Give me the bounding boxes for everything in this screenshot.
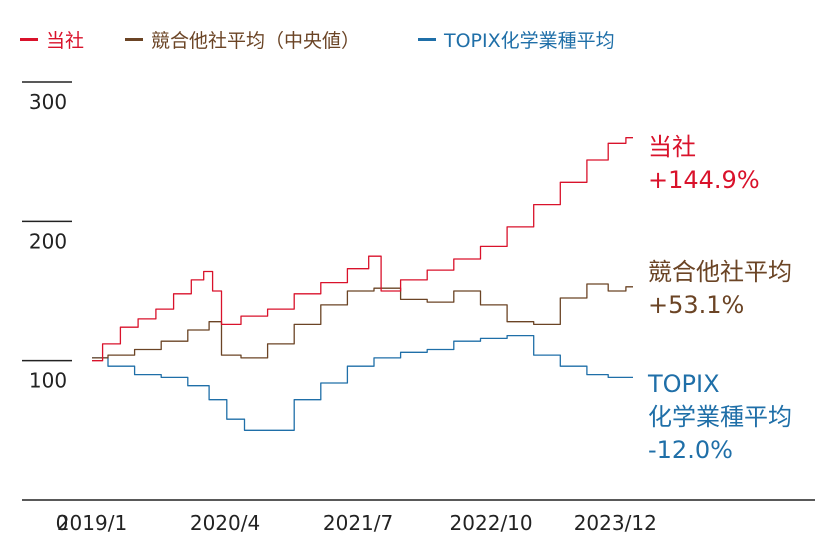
x-tick-label: 2021/7 — [323, 511, 393, 535]
series-line-1 — [92, 283, 633, 359]
series-end-label: TOPIX — [647, 370, 720, 398]
legend-label: 競合他社平均（中央値） — [151, 30, 360, 52]
legend-swatch — [125, 38, 143, 41]
series-lines — [92, 137, 633, 431]
y-tick-label: 300 — [29, 90, 67, 114]
x-tick-label: 2023/12 — [574, 511, 657, 535]
series-end-labels: 当社 +144.9% 競合他社平均 +53.1% TOPIX 化学業種平均 -12.0% — [647, 133, 792, 464]
series-end-label: 競合他社平均 — [648, 258, 792, 286]
legend-item: 競合他社平均（中央値） — [125, 30, 360, 52]
series-line-2 — [92, 334, 633, 431]
x-tick-label: 2019/1 — [57, 511, 127, 535]
y-tick-label: 200 — [29, 229, 67, 253]
legend-item: 当社 — [20, 30, 84, 52]
series-end-label: -12.0% — [648, 436, 733, 464]
legend-item: TOPIX化学業種平均 — [418, 30, 615, 52]
y-axis: 300 200 100 0 — [22, 81, 815, 535]
x-tick-label: 2020/4 — [190, 511, 260, 535]
series-line-0 — [92, 137, 633, 362]
legend-swatch — [418, 38, 436, 41]
series-end-label: 当社 — [648, 133, 696, 161]
legend-label: TOPIX化学業種平均 — [443, 30, 615, 52]
series-end-label: +53.1% — [648, 291, 744, 319]
y-tick-label: 100 — [29, 369, 67, 393]
x-tick-label: 2022/10 — [450, 511, 533, 535]
series-end-label: 化学業種平均 — [648, 403, 792, 431]
chart-legend: 当社 競合他社平均（中央値） TOPIX化学業種平均 — [20, 30, 615, 52]
x-axis: 2019/1 2020/4 2021/7 2022/10 2023/12 — [57, 511, 657, 535]
legend-label: 当社 — [46, 30, 84, 52]
legend-swatch — [20, 38, 38, 41]
y-tick-label: 0 — [56, 511, 69, 535]
series-end-label: +144.9% — [648, 166, 760, 194]
